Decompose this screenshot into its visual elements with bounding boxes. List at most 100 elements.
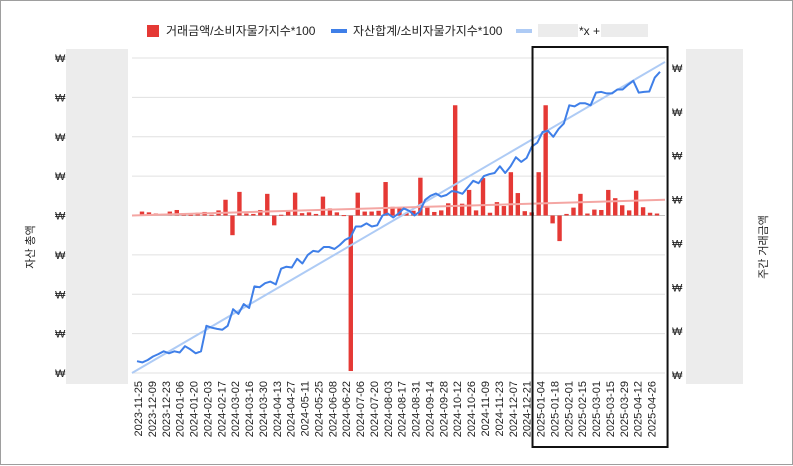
bar [265,193,270,216]
y-right-tick-label: ₩ [672,151,683,163]
x-tick-label: 2025-04-26 [647,381,659,437]
legend-bar-label: 거래금액/소비자물가지수*100 [166,24,316,38]
x-tick-label: 2024-02-17 [216,381,228,437]
highlight-region [531,46,669,448]
bar [459,203,465,216]
x-tick-label: 2024-04-27 [286,381,298,437]
y-right-tick-label: ₩ [672,195,683,207]
bar [585,213,590,216]
bar [564,213,569,216]
x-tick-label: 2024-02-03 [202,381,214,437]
bar [613,198,618,216]
y-left-tick-label: ₩ [55,171,66,183]
x-tick-label: 2024-09-28 [438,381,450,437]
x-tick-label: 2024-09-14 [424,381,436,437]
bar [223,199,228,216]
bar [418,177,423,216]
x-tick-label: 2025-02-01 [563,381,575,437]
bar [432,211,437,216]
x-tick-label: 2024-05-11 [300,381,312,436]
bar [654,213,660,216]
x-tick-label: 2024-03-02 [230,381,242,437]
x-tick-label: 2025-04-12 [633,381,645,437]
bar [348,215,353,372]
bar [647,212,653,216]
x-tick-label: 2024-04-13 [272,381,284,437]
y-right-tick-label: ₩ [672,238,683,250]
y-axis-ticks: ₩ ₩ ₩ ₩ ₩ ₩ ₩ ₩ ₩ ₩ ₩ ₩ ₩ ₩ ₩ ₩ ₩ [55,53,683,382]
bar [174,209,179,216]
bar [592,209,597,216]
bar [536,172,541,216]
bar [439,210,444,216]
legend-trendline-label: *x + [579,24,600,38]
bar [543,105,548,216]
bar [466,189,472,216]
y-left-tick-label: ₩ [55,53,66,65]
left-redacted-panel [66,49,128,384]
bar [299,213,305,216]
bar [633,190,639,216]
x-tick-label: 2024-08-17 [397,381,409,437]
y-right-tick-label: ₩ [672,63,683,75]
highlight-box [531,46,669,448]
bar [313,213,319,216]
bar [209,214,214,216]
y-left-tick-label: ₩ [55,289,66,301]
right-redacted-panel [686,49,743,384]
bar [278,214,284,216]
bar [244,213,249,216]
bar [599,209,604,216]
bar [640,207,646,216]
bar [508,172,514,216]
x-tick-label: 2024-12-07 [508,381,520,437]
x-tick-label: 2024-10-26 [466,381,478,437]
legend-bar-swatch [147,25,159,37]
bar [425,206,430,216]
bar [446,203,451,216]
y-left-axis-title: 자산 총액 [24,225,37,269]
bar [369,211,374,216]
y-left-tick-label: ₩ [55,132,66,144]
bar [487,212,493,216]
bar [139,211,145,216]
bar [292,192,298,216]
bar [306,212,312,216]
bar [494,202,500,216]
bar [501,206,507,216]
x-tick-label: 2024-03-30 [258,381,270,437]
y-right-tick-label: ₩ [672,107,683,119]
bar [383,182,388,216]
bar [327,208,333,216]
x-tick-label: 2025-02-15 [577,381,589,437]
y-right-tick-label: ₩ [672,370,683,382]
bar [230,215,235,236]
bar [355,192,360,216]
bar [341,215,347,217]
x-tick-label: 2024-11-09 [480,381,492,436]
y-right-tick-label: ₩ [672,282,683,294]
bar [285,210,291,216]
x-tick-label: 2024-06-08 [327,381,339,437]
x-tick-label: 2024-03-16 [244,381,256,437]
x-axis-ticks: 2023-11-25 2023-12-09 2023-12-23 2024-01-06… [133,381,659,437]
bar [188,214,193,216]
y-left-tick-label: ₩ [55,211,66,223]
y-right-tick-label: ₩ [672,326,683,338]
bar-series [139,105,660,372]
bar [251,213,256,216]
bar [606,189,611,216]
bar [550,215,555,224]
y-left-tick-label: ₩ [55,368,66,380]
legend: 거래금액/소비자물가지수*100 자산합계/소비자물가지수*100 *x + [147,24,648,38]
trendlines [131,61,666,374]
x-tick-label: 2025-03-01 [591,381,603,437]
bar [620,205,625,216]
x-tick-label: 2025-01-18 [549,381,561,437]
y-left-tick-label: ₩ [55,329,66,341]
bar [376,210,381,216]
x-tick-label: 2024-07-06 [355,381,367,437]
bar [272,215,277,226]
bar [237,191,242,216]
bar [480,178,486,216]
